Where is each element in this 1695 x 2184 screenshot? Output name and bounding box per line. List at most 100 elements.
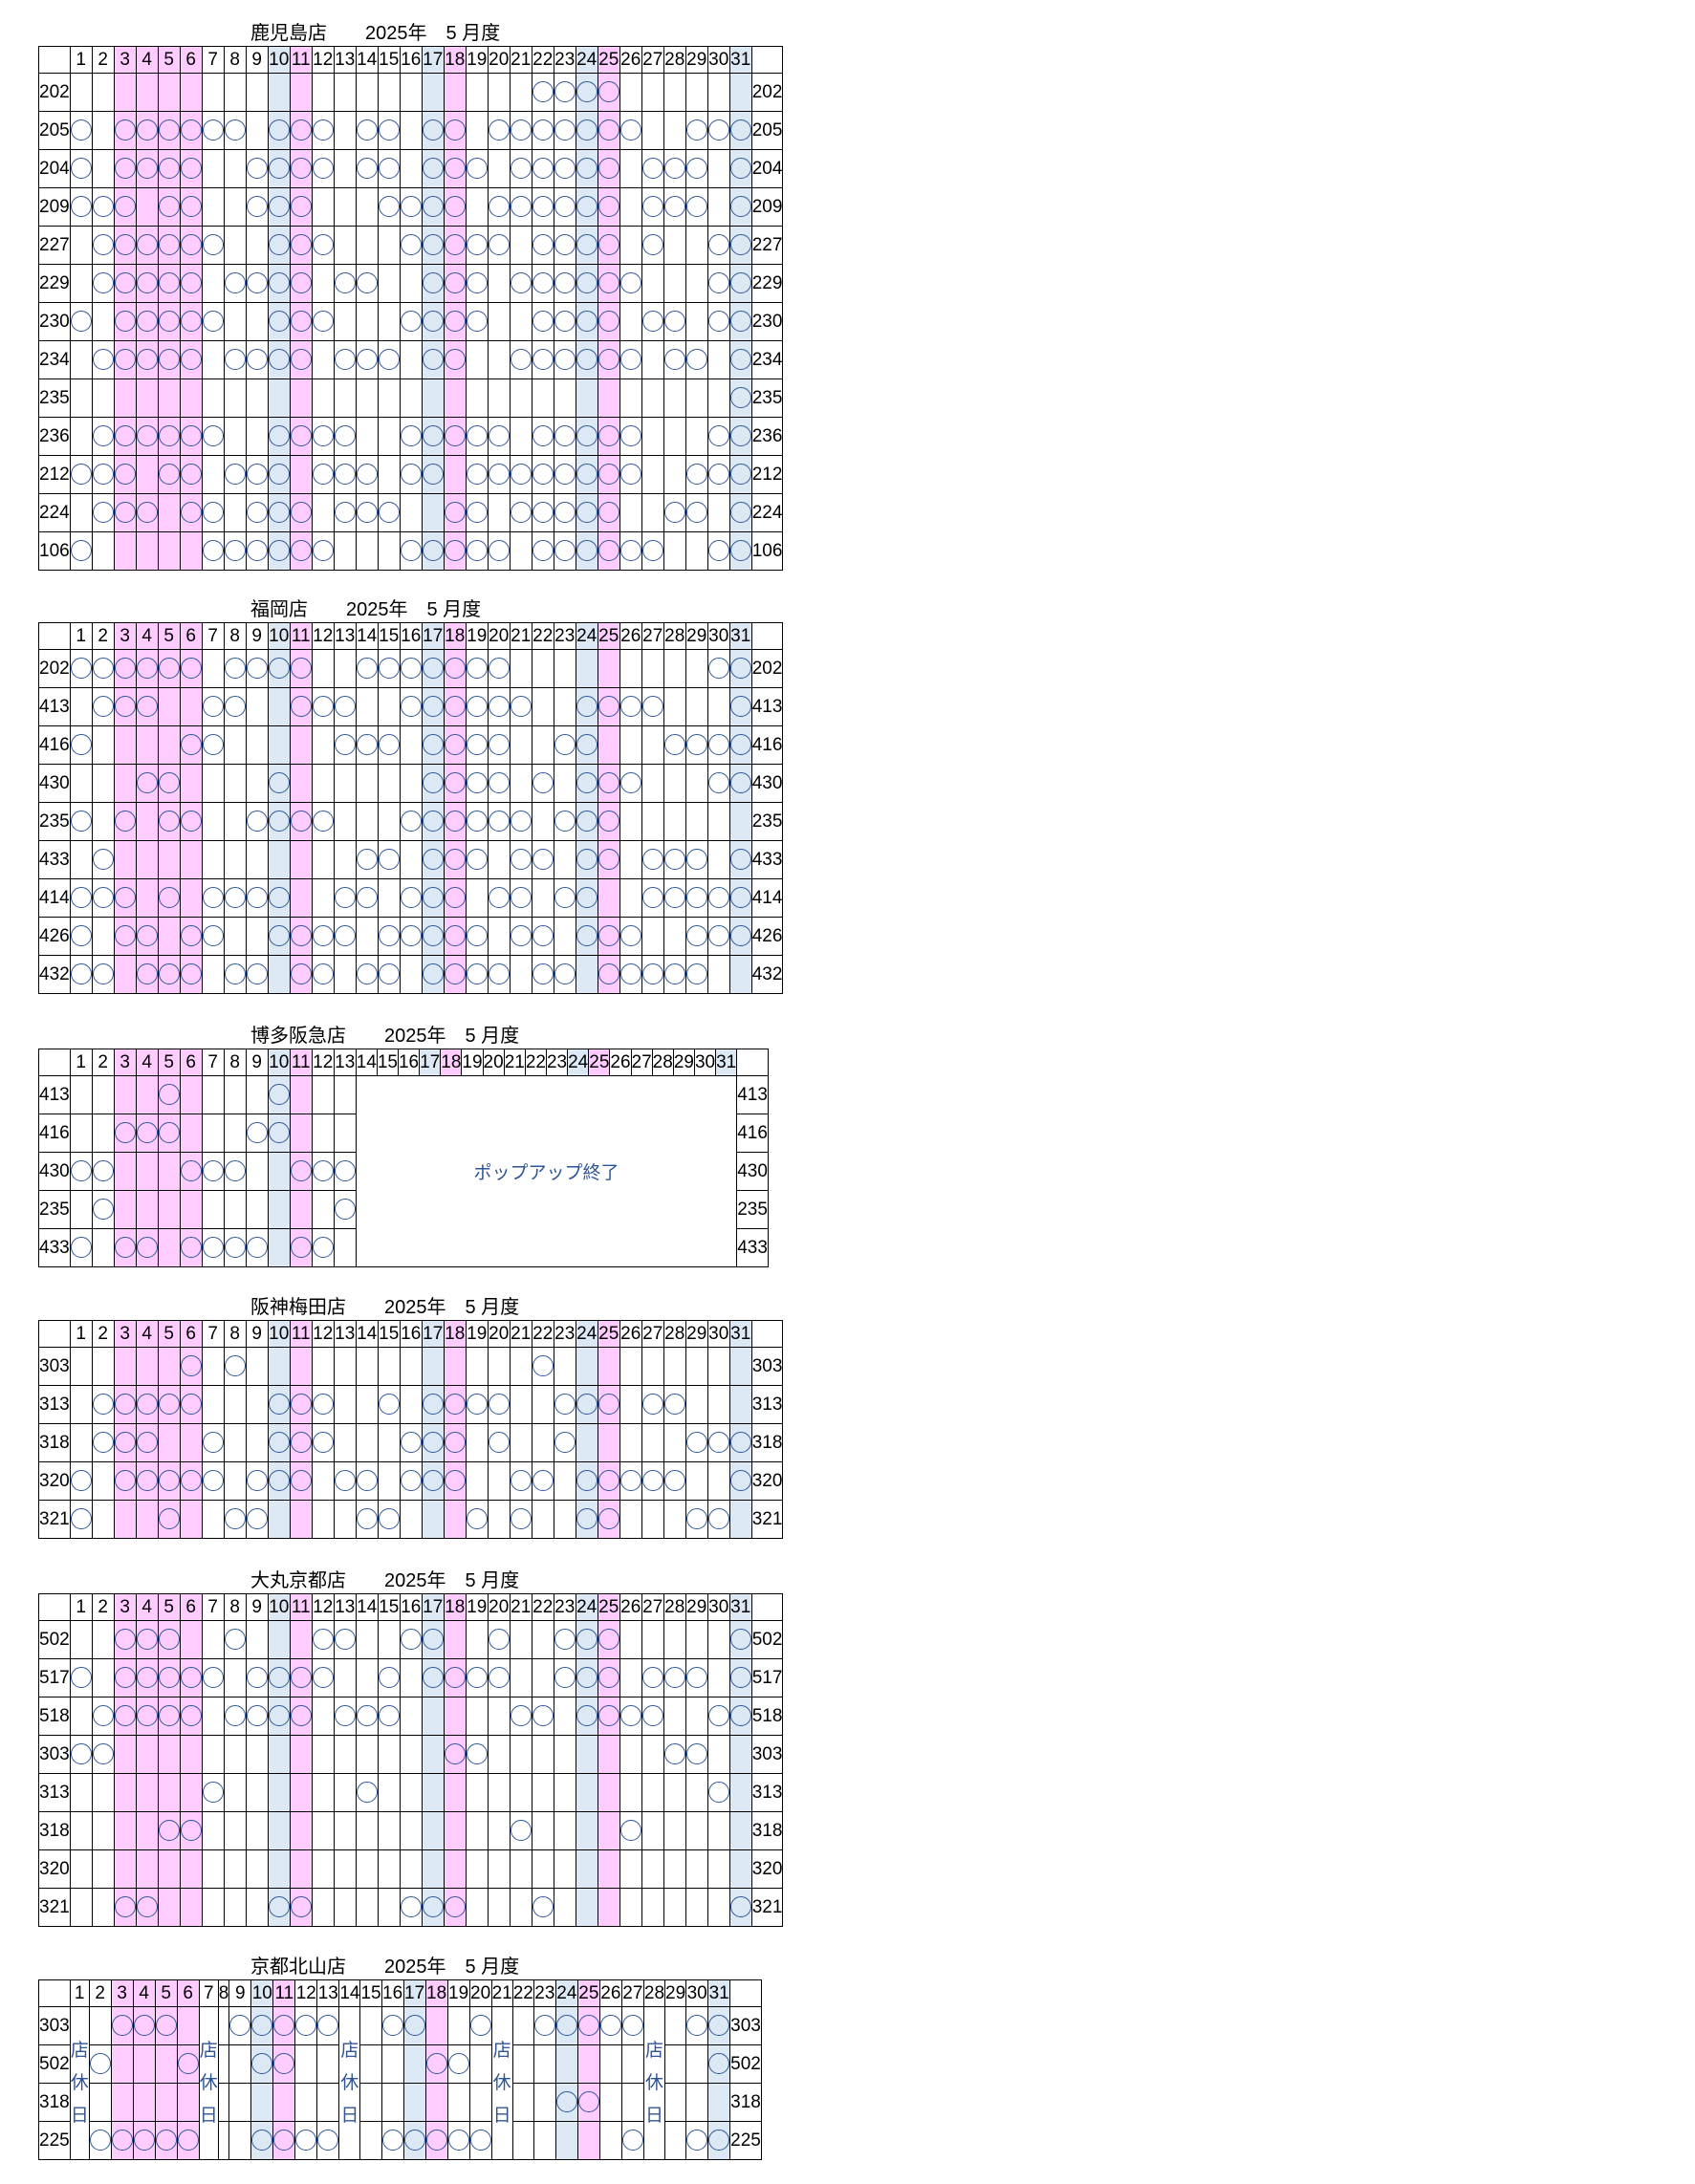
day-cell [223, 226, 247, 265]
staff-id-right: 106 [750, 531, 784, 571]
circle-mark-icon [576, 158, 598, 180]
day-cell [113, 149, 137, 188]
circle-mark-icon [554, 196, 576, 218]
day-cell [272, 2121, 296, 2160]
staff-row: 236 236 [38, 417, 784, 456]
day-cell [289, 840, 313, 879]
day-cell [728, 649, 752, 688]
day-cell [157, 1811, 181, 1850]
day-cell [223, 111, 247, 150]
day-cell [421, 1735, 445, 1774]
circle-mark-icon [686, 887, 707, 909]
circle-mark-icon [203, 1470, 224, 1492]
circle-mark-icon [467, 849, 488, 871]
day-cell [157, 302, 181, 341]
day-cell [663, 917, 686, 956]
day-cell [311, 1075, 335, 1114]
day-cell [377, 493, 401, 532]
day-header: 13 [333, 46, 357, 74]
circle-mark-icon [115, 502, 136, 524]
circle-mark-icon [598, 963, 619, 985]
day-cell [575, 1773, 598, 1812]
circle-mark-icon [445, 158, 466, 180]
day-cell [465, 1461, 489, 1501]
circle-mark-icon [93, 464, 114, 486]
store-title: 阪神梅田店 2025年 5 月度 [250, 1297, 520, 1318]
day-cell [620, 2083, 644, 2122]
store-title: 福岡店 2025年 5 月度 [250, 599, 482, 620]
day-cell [663, 1735, 686, 1774]
day-cell [289, 687, 313, 726]
day-cell [620, 2006, 644, 2045]
day-cell [223, 187, 247, 227]
circle-mark-icon [511, 349, 532, 371]
day-cell [377, 764, 401, 803]
day-cell [553, 1461, 576, 1501]
day-cell [245, 649, 269, 688]
staff-id-right: 235 [750, 802, 784, 841]
day-cell [685, 1773, 708, 1812]
day-cell [598, 2083, 622, 2122]
circle-mark-icon [467, 425, 488, 447]
day-header: 31 [728, 1320, 752, 1348]
day-cell [575, 649, 598, 688]
day-cell [487, 878, 511, 918]
day-cell [289, 226, 313, 265]
day-cell [135, 302, 159, 341]
circle-mark-icon [445, 349, 466, 371]
circle-mark-icon [203, 696, 224, 718]
circle-mark-icon [730, 849, 751, 871]
circle-mark-icon [357, 963, 378, 985]
day-cell [443, 687, 467, 726]
day-cell [91, 649, 115, 688]
day-cell [597, 1461, 620, 1501]
day-cell [421, 802, 445, 841]
day-cell [135, 378, 159, 418]
day-cell [706, 187, 730, 227]
day-cell [421, 917, 445, 956]
day-cell [311, 917, 335, 956]
day-cell [487, 493, 511, 532]
day-cell [443, 1347, 467, 1386]
circle-mark-icon [445, 811, 466, 833]
day-cell [707, 2121, 731, 2160]
day-cell [487, 264, 511, 303]
day-cell [531, 187, 554, 227]
day-cell [531, 687, 554, 726]
circle-mark-icon [225, 1705, 246, 1727]
circle-mark-icon [291, 272, 312, 294]
day-header: 17 [419, 1049, 442, 1076]
day-cell [619, 840, 642, 879]
day-cell [553, 1773, 576, 1812]
day-cell [355, 1385, 379, 1424]
day-cell [377, 1347, 401, 1386]
day-header: 9 [245, 1320, 269, 1348]
day-cell [135, 764, 159, 803]
circle-mark-icon [467, 540, 488, 562]
day-cell [597, 73, 620, 112]
circle-mark-icon [620, 464, 641, 486]
day-cell [531, 1385, 554, 1424]
day-cell [355, 455, 379, 494]
day-cell [641, 149, 664, 188]
day-cell [399, 226, 423, 265]
circle-mark-icon [317, 2015, 338, 2037]
circle-mark-icon [576, 349, 598, 371]
circle-mark-icon [71, 925, 92, 947]
day-cell [157, 455, 181, 494]
day-cell [113, 1658, 137, 1697]
day-cell [135, 340, 159, 379]
staff-id: 430 [38, 1152, 71, 1191]
day-cell [154, 2044, 178, 2084]
day-cell [487, 1461, 511, 1501]
day-cell [311, 802, 335, 841]
day-cell [157, 1075, 181, 1114]
staff-row: 433 433 [38, 840, 784, 879]
day-cell [597, 1735, 620, 1774]
day-cell [135, 1888, 159, 1927]
staff-id: 413 [38, 1075, 71, 1114]
circle-mark-icon [313, 158, 334, 180]
day-cell [531, 417, 554, 456]
circle-mark-icon [576, 425, 598, 447]
day-cell [179, 1347, 203, 1386]
